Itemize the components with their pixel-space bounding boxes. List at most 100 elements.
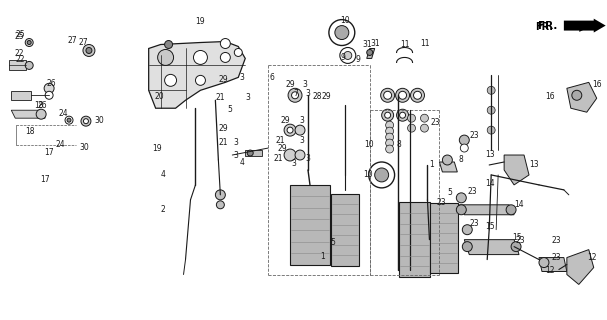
Text: 21: 21 xyxy=(276,136,285,145)
Polygon shape xyxy=(12,110,45,118)
Text: 13: 13 xyxy=(485,150,495,159)
Polygon shape xyxy=(567,82,597,112)
Polygon shape xyxy=(504,155,529,185)
Text: 19: 19 xyxy=(195,17,205,26)
Circle shape xyxy=(83,119,89,124)
Text: 3: 3 xyxy=(233,138,239,147)
Text: 23: 23 xyxy=(469,131,479,140)
Polygon shape xyxy=(9,60,26,70)
Text: 18: 18 xyxy=(35,101,44,110)
Circle shape xyxy=(367,50,373,55)
Circle shape xyxy=(399,91,407,99)
Circle shape xyxy=(288,88,302,102)
Text: 27: 27 xyxy=(78,38,88,47)
Circle shape xyxy=(81,116,91,126)
Text: 28: 28 xyxy=(312,92,322,101)
Text: 13: 13 xyxy=(529,160,539,170)
Text: 29: 29 xyxy=(219,124,229,133)
Text: 11: 11 xyxy=(400,40,410,49)
Polygon shape xyxy=(567,250,594,284)
Circle shape xyxy=(220,52,230,62)
Text: 22: 22 xyxy=(15,49,24,58)
Text: 29: 29 xyxy=(277,144,287,153)
Circle shape xyxy=(463,225,472,235)
Text: 3: 3 xyxy=(305,154,310,163)
Text: 23: 23 xyxy=(469,219,479,228)
Circle shape xyxy=(295,150,305,160)
Text: 3: 3 xyxy=(302,80,307,89)
Circle shape xyxy=(407,124,416,132)
Polygon shape xyxy=(539,258,567,271)
Text: 9: 9 xyxy=(341,53,345,62)
Circle shape xyxy=(25,38,33,46)
Circle shape xyxy=(385,112,391,118)
Circle shape xyxy=(329,20,354,45)
Circle shape xyxy=(86,47,92,53)
Text: 24: 24 xyxy=(58,109,68,118)
Text: 3: 3 xyxy=(300,116,305,125)
Polygon shape xyxy=(459,205,514,215)
Text: 24: 24 xyxy=(56,140,66,149)
Circle shape xyxy=(27,41,31,44)
Text: 11: 11 xyxy=(419,39,429,48)
Text: FR.: FR. xyxy=(538,20,557,31)
Text: 25: 25 xyxy=(15,32,24,41)
Circle shape xyxy=(385,145,393,153)
Circle shape xyxy=(368,162,395,188)
Text: 26: 26 xyxy=(46,79,56,88)
Circle shape xyxy=(216,201,225,209)
Text: 14: 14 xyxy=(514,200,524,209)
Text: 3: 3 xyxy=(239,73,244,82)
Text: 5: 5 xyxy=(330,238,335,247)
Circle shape xyxy=(164,41,172,49)
Circle shape xyxy=(463,242,472,252)
Polygon shape xyxy=(367,49,375,59)
Text: 18: 18 xyxy=(25,127,35,136)
Circle shape xyxy=(164,74,177,86)
Circle shape xyxy=(284,149,296,161)
Circle shape xyxy=(382,109,393,121)
Text: 17: 17 xyxy=(44,148,54,156)
Text: 14: 14 xyxy=(485,180,495,188)
Circle shape xyxy=(385,121,393,129)
Text: 23: 23 xyxy=(467,188,477,196)
Text: 29: 29 xyxy=(322,92,331,101)
Circle shape xyxy=(67,118,71,122)
Circle shape xyxy=(295,125,305,135)
Polygon shape xyxy=(12,91,31,100)
Circle shape xyxy=(396,88,410,102)
Circle shape xyxy=(158,50,174,65)
Text: 3: 3 xyxy=(233,151,239,160)
Text: 17: 17 xyxy=(40,175,50,184)
Circle shape xyxy=(335,26,349,40)
Circle shape xyxy=(83,44,95,56)
Text: 23: 23 xyxy=(430,118,440,127)
Circle shape xyxy=(36,109,46,119)
Circle shape xyxy=(421,124,429,132)
Text: 5: 5 xyxy=(447,188,452,197)
Text: 8: 8 xyxy=(396,140,401,149)
Text: 4: 4 xyxy=(161,170,166,179)
Text: 27: 27 xyxy=(68,36,78,45)
Circle shape xyxy=(287,127,293,133)
Text: 15: 15 xyxy=(485,222,495,231)
Circle shape xyxy=(413,91,421,99)
Polygon shape xyxy=(430,203,458,273)
Circle shape xyxy=(511,242,521,252)
Circle shape xyxy=(487,126,495,134)
Text: 3: 3 xyxy=(245,93,250,102)
Circle shape xyxy=(44,83,54,93)
Circle shape xyxy=(291,92,299,99)
Circle shape xyxy=(459,135,469,145)
Circle shape xyxy=(456,205,466,215)
Circle shape xyxy=(65,116,73,124)
Text: 9: 9 xyxy=(355,55,360,64)
Circle shape xyxy=(340,47,356,63)
Polygon shape xyxy=(439,162,457,172)
Text: FR.: FR. xyxy=(535,21,553,32)
Text: 12: 12 xyxy=(545,266,555,276)
Circle shape xyxy=(195,76,205,85)
Circle shape xyxy=(487,106,495,114)
Polygon shape xyxy=(290,185,330,265)
Text: 2: 2 xyxy=(161,205,166,214)
